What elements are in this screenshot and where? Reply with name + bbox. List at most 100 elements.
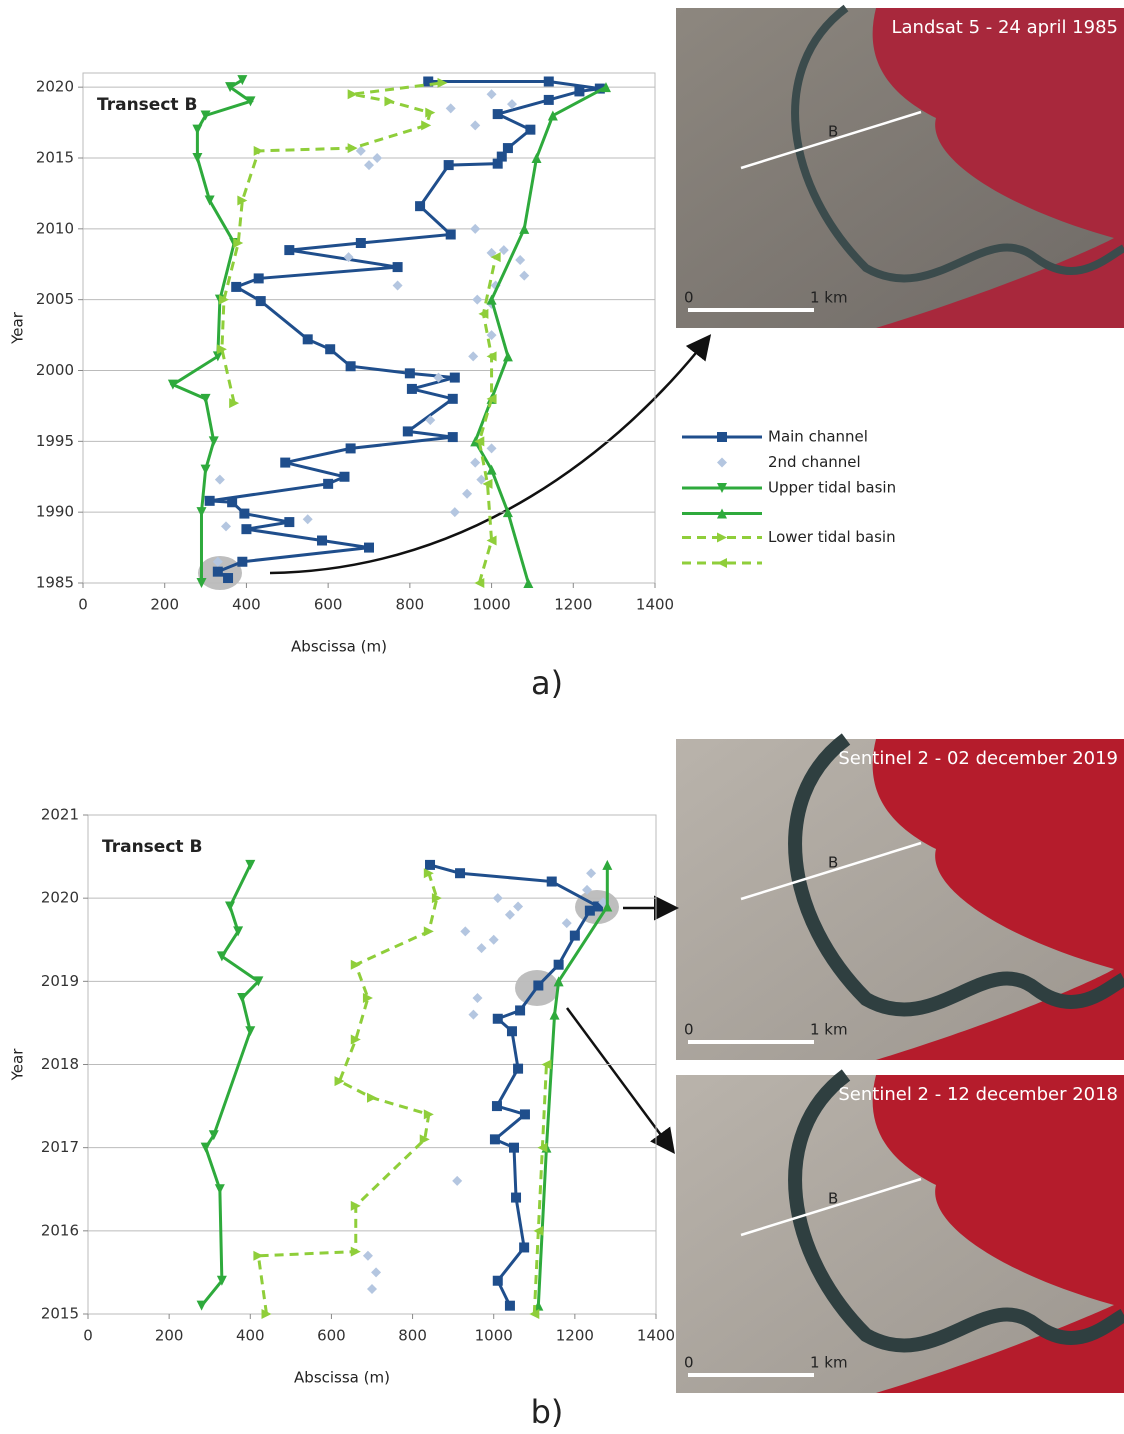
x-tick-label: 800 — [398, 1327, 427, 1345]
y-tick-label: 2015 — [36, 149, 74, 167]
marker — [284, 517, 294, 527]
marker — [237, 557, 247, 567]
marker — [544, 95, 554, 105]
marker — [284, 245, 294, 255]
x-tick-label: 800 — [396, 596, 425, 614]
y-tick-label: 2020 — [36, 78, 74, 96]
marker — [225, 901, 235, 911]
marker — [487, 443, 497, 453]
satellite-image: BSentinel 2 - 02 december 201901 km — [676, 739, 1124, 1060]
marker — [547, 877, 557, 887]
marker — [513, 901, 523, 911]
marker — [424, 926, 434, 936]
marker — [231, 282, 241, 292]
marker — [503, 351, 513, 361]
marker — [717, 458, 727, 468]
marker — [444, 160, 454, 170]
image-caption: Sentinel 2 - 02 december 2019 — [838, 748, 1118, 769]
x-tick-label: 1000 — [472, 596, 510, 614]
marker — [356, 146, 366, 156]
marker — [254, 146, 264, 156]
marker — [550, 1010, 560, 1020]
marker — [213, 567, 223, 577]
marker — [505, 910, 515, 920]
marker — [525, 125, 535, 135]
legend-item: Lower tidal basin — [682, 528, 896, 546]
legend-item: 2nd channel — [768, 453, 861, 471]
marker — [574, 86, 584, 96]
y-tick-label: 2017 — [41, 1138, 79, 1156]
y-tick-label: 2021 — [41, 806, 79, 824]
marker — [470, 458, 480, 468]
transect-label: B — [828, 1190, 838, 1208]
y-tick-label: 2010 — [36, 219, 74, 237]
marker — [245, 1026, 255, 1036]
marker — [515, 1005, 525, 1015]
x-axis-label: Abscissa (m) — [291, 638, 387, 656]
marker — [554, 960, 564, 970]
y-tick-label: 2005 — [36, 290, 74, 308]
marker — [254, 273, 264, 283]
marker — [717, 533, 727, 543]
marker — [407, 384, 417, 394]
marker — [241, 524, 251, 534]
scale-end: 1 km — [810, 1354, 848, 1372]
marker — [371, 1267, 381, 1277]
marker — [489, 935, 499, 945]
marker — [364, 160, 374, 170]
panel-label: b) — [531, 1393, 564, 1431]
x-tick-label: 0 — [78, 596, 88, 614]
x-tick-label: 1200 — [556, 1327, 594, 1345]
marker — [197, 1301, 207, 1311]
marker — [562, 918, 572, 928]
marker — [367, 1284, 377, 1294]
marker — [372, 153, 382, 163]
marker — [570, 931, 580, 941]
marker — [415, 201, 425, 211]
marker — [438, 78, 448, 88]
marker — [205, 496, 215, 506]
chart-title: Transect B — [102, 837, 202, 857]
marker — [586, 868, 596, 878]
scale-start: 0 — [684, 289, 694, 307]
legend-label: Lower tidal basin — [768, 528, 896, 546]
marker — [472, 295, 482, 305]
marker — [215, 475, 225, 485]
marker — [363, 1251, 373, 1261]
x-tick-label: 1000 — [475, 1327, 513, 1345]
x-axis-label: Abscissa (m) — [294, 1369, 390, 1387]
scale-end: 1 km — [810, 289, 848, 307]
marker — [346, 443, 356, 453]
satellite-image: BSentinel 2 - 12 december 201801 km — [676, 1075, 1124, 1393]
marker — [493, 1014, 503, 1024]
series-line — [202, 865, 259, 1306]
marker — [325, 344, 335, 354]
marker — [280, 458, 290, 468]
y-tick-label: 2000 — [36, 361, 74, 379]
marker — [364, 543, 374, 553]
marker — [493, 893, 503, 903]
marker — [384, 96, 394, 106]
marker — [221, 521, 231, 531]
y-tick-label: 2015 — [41, 1305, 79, 1323]
plot-area — [83, 73, 655, 583]
y-tick-label: 1985 — [36, 574, 74, 592]
marker — [201, 465, 211, 475]
marker — [215, 1184, 225, 1194]
y-tick-label: 2020 — [41, 889, 79, 907]
marker — [346, 361, 356, 371]
marker — [448, 432, 458, 442]
marker — [446, 230, 456, 240]
marker — [507, 1026, 517, 1036]
y-tick-label: 2018 — [41, 1055, 79, 1073]
series-line — [222, 83, 443, 403]
marker — [452, 1176, 462, 1186]
marker — [351, 1247, 361, 1257]
transect-label: B — [828, 123, 838, 141]
arrow — [270, 338, 708, 573]
marker — [339, 472, 349, 482]
marker — [227, 497, 237, 507]
marker — [455, 868, 465, 878]
marker — [303, 514, 313, 524]
